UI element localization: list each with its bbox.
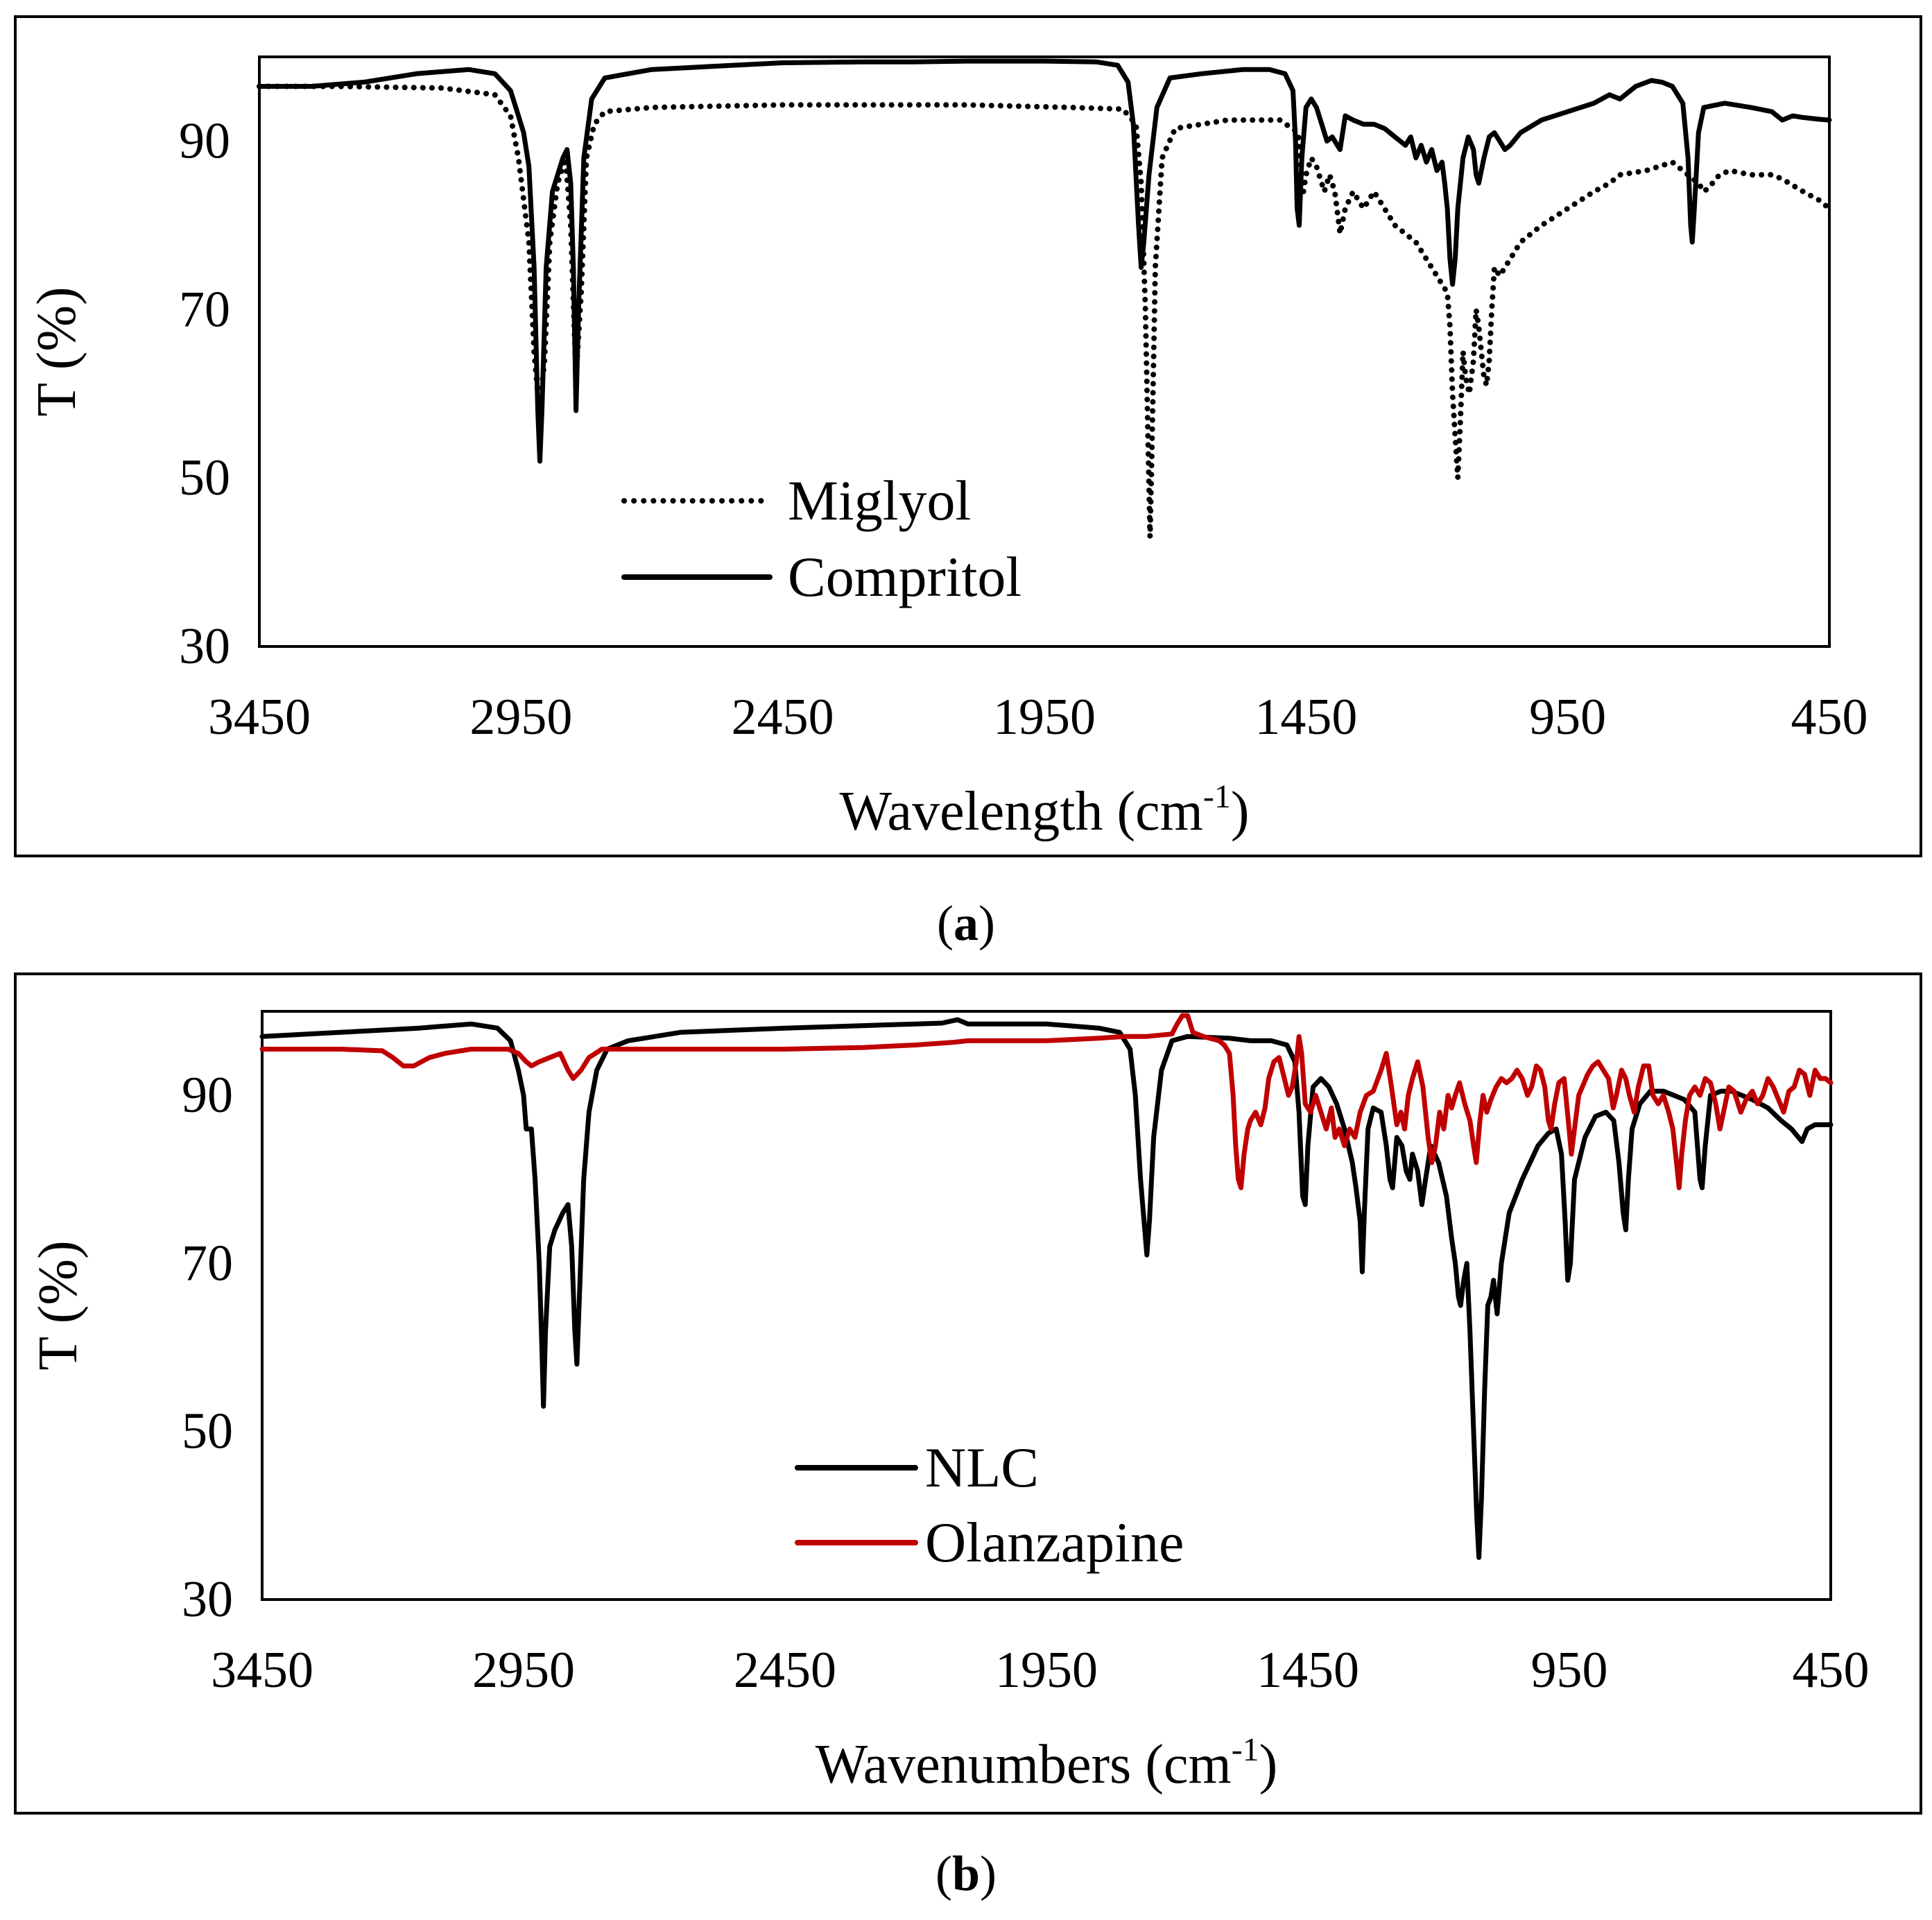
series-line-compritol xyxy=(257,58,1832,464)
y-tick-label-a: 90 xyxy=(179,112,230,169)
y-axis-label-a: T (%) xyxy=(26,286,87,416)
x-tick-label-b: 3450 xyxy=(211,1642,313,1699)
x-tick-label-a: 3450 xyxy=(208,689,311,746)
x-tick-label-a: 2450 xyxy=(732,689,834,746)
y-tick-label-a: 50 xyxy=(179,449,230,506)
series-line-nlc xyxy=(259,1017,1834,1560)
y-tick-label-a: 30 xyxy=(179,618,230,675)
legend-label-compritol: Compritol xyxy=(788,545,1021,608)
x-tick-label-a: 1950 xyxy=(993,689,1096,746)
plot-area-a xyxy=(258,55,1831,648)
x-tick-label-b: 950 xyxy=(1531,1642,1608,1699)
x-tick-label-b: 1950 xyxy=(995,1642,1098,1699)
y-tick-label-a: 70 xyxy=(179,281,230,338)
y-tick-label-b: 90 xyxy=(182,1067,233,1124)
y-tick-label-b: 70 xyxy=(182,1235,233,1292)
x-tick-label-b: 2950 xyxy=(472,1642,575,1699)
caption-b: (b) xyxy=(935,1846,997,1901)
x-tick-label-a: 2950 xyxy=(469,689,572,746)
x-tick-label-a: 1450 xyxy=(1254,689,1357,746)
legend-label-nlc: NLC xyxy=(925,1436,1039,1499)
x-tick-label-b: 2450 xyxy=(734,1642,836,1699)
y-tick-label-b: 30 xyxy=(182,1571,233,1628)
caption-b-label: b xyxy=(951,1846,981,1901)
caption-a-label: a xyxy=(954,895,978,951)
y-axis-label-b: T (%) xyxy=(28,1240,89,1370)
x-tick-label-b: 450 xyxy=(1793,1642,1870,1699)
legend-label-miglyol: Miglyol xyxy=(788,469,971,532)
x-tick-label-a: 950 xyxy=(1529,689,1606,746)
x-tick-label-a: 450 xyxy=(1791,689,1868,746)
series-line-olanzapine xyxy=(259,1013,1834,1190)
x-tick-label-b: 1450 xyxy=(1257,1642,1359,1699)
y-tick-label-b: 50 xyxy=(182,1403,233,1460)
chart-frame-a xyxy=(14,15,1922,857)
caption-a: (a) xyxy=(937,895,995,951)
legend-label-olanzapine: Olanzapine xyxy=(925,1511,1184,1574)
x-axis-label-b: Wavenumbers (cm-1) xyxy=(816,1731,1278,1795)
series-line-miglyol xyxy=(257,83,1832,540)
x-axis-label-a: Wavelength (cm-1) xyxy=(839,778,1249,842)
plot-area-b xyxy=(261,1010,1832,1601)
